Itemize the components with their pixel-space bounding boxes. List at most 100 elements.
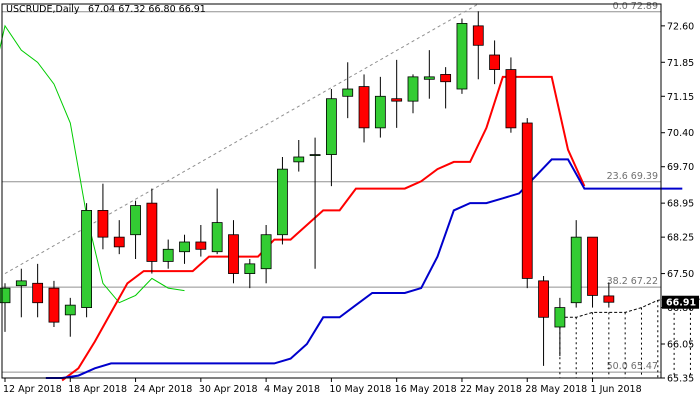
candle-35[interactable] — [570, 220, 582, 308]
y-tick-label-4: 69.70 — [667, 162, 694, 173]
candle-5[interactable] — [81, 203, 92, 318]
candle-body-33 — [538, 280, 549, 318]
candle-body-31 — [505, 69, 517, 129]
candle-33[interactable] — [538, 276, 549, 366]
candle-body-21 — [342, 88, 354, 97]
candle-17[interactable] — [277, 157, 288, 245]
candle-16[interactable] — [260, 225, 272, 284]
candle-1[interactable] — [15, 268, 27, 318]
candle-body-35 — [570, 236, 582, 304]
candle-2[interactable] — [32, 263, 44, 318]
candle-body-14 — [228, 234, 239, 274]
candle-body-19 — [309, 154, 321, 156]
candle-body-13 — [211, 222, 223, 253]
x-tick-label-9: 1 Jun 2018 — [591, 384, 642, 395]
candle-31[interactable] — [505, 57, 517, 133]
y-tick-label-1: 71.85 — [667, 58, 694, 69]
candle-body-5 — [81, 210, 92, 308]
candle-14[interactable] — [228, 220, 239, 284]
candle-7[interactable] — [113, 220, 125, 255]
candle-30[interactable] — [489, 40, 501, 85]
candle-36[interactable] — [587, 236, 598, 308]
indicator-line-2 — [45, 158, 683, 379]
x-tick-label-1: 18 Apr 2018 — [68, 384, 127, 395]
candle-22[interactable] — [358, 74, 370, 143]
candle-27[interactable] — [440, 67, 452, 109]
x-tick-label-6: 16 May 2018 — [395, 384, 457, 395]
candle-body-15 — [244, 263, 256, 274]
candle-body-23 — [374, 95, 386, 129]
candle-20[interactable] — [325, 89, 337, 187]
candle-28[interactable] — [456, 18, 468, 94]
candle-10[interactable] — [162, 239, 174, 269]
y-axis: 72.60 71.85 71.15 70.40 69.70 68.95 68.25 67.50… — [661, 21, 699, 385]
candle-21[interactable] — [342, 62, 354, 119]
candle-body-16 — [260, 234, 272, 270]
candle-9[interactable] — [146, 188, 158, 274]
candle-12[interactable] — [195, 225, 207, 257]
candle-body-8 — [130, 205, 141, 236]
candle-37[interactable] — [603, 282, 615, 308]
fib-level-label-1: 23.6 69.39 — [607, 171, 658, 182]
candle-body-37 — [603, 295, 615, 303]
candle-3[interactable] — [48, 280, 60, 327]
candle-19[interactable] — [309, 137, 321, 269]
trendline — [4, 3, 479, 275]
x-tick-label-2: 24 Apr 2018 — [134, 384, 193, 395]
indicator-layer — [0, 24, 683, 382]
x-axis: 12 Apr 2018 18 Apr 2018 24 Apr 2018 30 Apr … — [3, 378, 642, 395]
y-tick-label-9: 66.05 — [667, 340, 694, 351]
candle-6[interactable] — [97, 183, 109, 250]
candle-body-2 — [32, 282, 44, 304]
candle-26[interactable] — [423, 50, 435, 99]
candle-23[interactable] — [374, 76, 386, 138]
candle-body-20 — [325, 98, 337, 155]
candle-body-0 — [0, 287, 11, 304]
candle-body-24 — [391, 98, 403, 102]
candle-24[interactable] — [391, 59, 403, 128]
candle-body-30 — [489, 54, 501, 70]
fib-level-label-3: 50.0 65.47 — [607, 361, 658, 372]
fib-level-label-0: 0.0 72.89 — [613, 1, 658, 12]
candle-13[interactable] — [211, 188, 223, 255]
y-tick-label-5: 68.95 — [667, 199, 694, 210]
candle-body-29 — [472, 25, 484, 46]
candle-body-18 — [293, 156, 305, 163]
candle-body-1 — [15, 280, 27, 287]
candle-34[interactable] — [554, 297, 566, 357]
candle-29[interactable] — [472, 11, 484, 80]
candle-body-27 — [440, 74, 452, 83]
candle-0[interactable] — [0, 283, 11, 332]
candle-11[interactable] — [179, 234, 190, 264]
candle-18[interactable] — [293, 140, 305, 172]
candle-body-11 — [179, 241, 190, 253]
candle-8[interactable] — [130, 200, 141, 259]
candle-body-34 — [554, 307, 566, 328]
y-tick-label-6: 68.25 — [667, 233, 694, 244]
candle-body-4 — [64, 304, 76, 316]
chart-symbol-label: USCRUDE,Daily — [6, 4, 80, 15]
candle-body-28 — [456, 23, 468, 90]
candle-32[interactable] — [521, 118, 533, 289]
indicator-line-1 — [61, 75, 586, 382]
candle-15[interactable] — [244, 259, 256, 289]
y-tick-label-7: 67.50 — [667, 269, 694, 280]
x-tick-label-0: 12 Apr 2018 — [3, 384, 62, 395]
candle-body-3 — [48, 287, 60, 323]
candle-4[interactable] — [64, 297, 76, 337]
fib-level-label-2: 38.2 67.22 — [607, 276, 658, 287]
candle-body-12 — [195, 241, 207, 250]
fibonacci-levels: 0.0 72.89 23.6 69.39 38.2 67.22 50.0 65.47 — [2, 1, 661, 373]
candle-body-25 — [407, 76, 419, 102]
candle-25[interactable] — [407, 74, 419, 114]
cloud-edge-line — [559, 297, 700, 318]
last-price-label: 66.91 — [666, 298, 696, 309]
candle-body-36 — [587, 236, 598, 296]
x-tick-label-5: 10 May 2018 — [329, 384, 391, 395]
candle-body-32 — [521, 122, 533, 279]
x-tick-label-3: 30 Apr 2018 — [199, 384, 258, 395]
candle-body-9 — [146, 202, 158, 262]
candle-body-22 — [358, 86, 370, 129]
